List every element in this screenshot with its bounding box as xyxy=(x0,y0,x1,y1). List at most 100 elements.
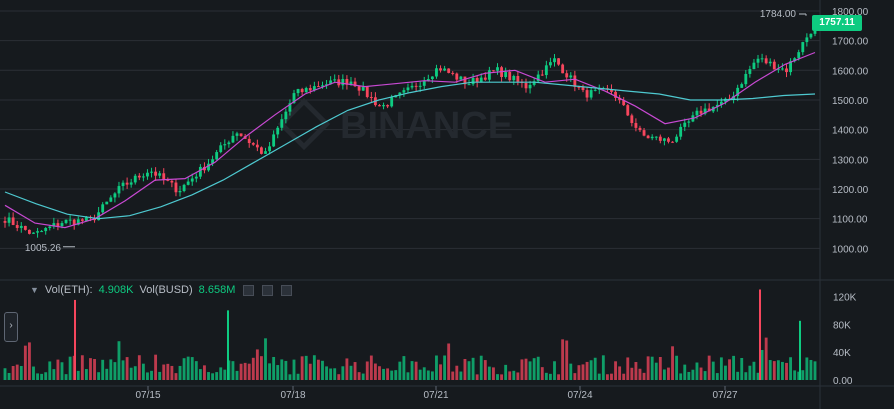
volume-bar xyxy=(760,349,764,380)
volume-bar xyxy=(650,356,654,380)
volume-bar xyxy=(532,358,536,380)
candle-body xyxy=(44,228,48,232)
candle-body xyxy=(410,85,414,88)
volume-bar xyxy=(174,373,178,380)
volume-bar xyxy=(524,358,528,380)
volume-bar xyxy=(27,342,31,380)
candle-body xyxy=(345,78,349,85)
volume-bar xyxy=(447,343,451,380)
candle-body xyxy=(178,191,182,193)
volume-bar xyxy=(80,355,84,380)
candle-body xyxy=(84,216,88,221)
volume-bar xyxy=(36,373,39,380)
candle-body xyxy=(732,96,736,100)
candle-body xyxy=(455,73,459,80)
volume-bar xyxy=(622,373,626,380)
volume-bar xyxy=(646,356,650,380)
binance-logo-icon xyxy=(277,97,331,151)
candle-body xyxy=(386,105,390,107)
candle-body xyxy=(150,171,153,173)
volume-close-icon[interactable] xyxy=(281,284,293,296)
candle-body xyxy=(422,80,426,86)
volume-bar xyxy=(732,355,736,380)
candle-body xyxy=(618,97,622,101)
volume-bar xyxy=(105,368,109,380)
volume-bar xyxy=(19,366,23,380)
volume-bar xyxy=(565,340,569,380)
volume-bar xyxy=(207,372,210,380)
volume-bar xyxy=(137,355,141,380)
volume-bar xyxy=(793,370,797,380)
volume-bar xyxy=(23,345,27,380)
candle-body xyxy=(650,136,654,139)
volume-bar xyxy=(414,361,418,380)
volume-bar xyxy=(638,368,642,380)
candle-body xyxy=(565,73,569,78)
candle-body xyxy=(483,77,487,80)
candle-body xyxy=(292,93,296,104)
candle-body xyxy=(174,182,178,193)
volume-spike-bar xyxy=(227,310,229,380)
candle-body xyxy=(19,225,23,228)
volume-bar xyxy=(605,374,609,380)
candle-body xyxy=(158,173,162,176)
candle-body xyxy=(797,52,801,59)
volume-bar xyxy=(487,366,491,380)
volume-bar xyxy=(333,368,337,380)
volume-bar xyxy=(626,357,630,380)
volume-bar xyxy=(801,370,805,380)
volume-bar xyxy=(549,373,552,380)
volume-hide-icon[interactable] xyxy=(262,284,274,296)
price-tick-label: 1800.00 xyxy=(832,7,869,18)
candle-body xyxy=(255,144,259,148)
candle-body xyxy=(56,223,60,227)
candle-body xyxy=(113,193,117,198)
volume-bar xyxy=(182,358,186,380)
volume-bar xyxy=(3,368,7,380)
price-tick-label: 1000.00 xyxy=(832,244,869,255)
candle-body xyxy=(32,232,35,234)
candle-body xyxy=(463,76,467,85)
volume-bar xyxy=(614,361,617,380)
candle-body xyxy=(418,85,422,87)
candle-body xyxy=(64,219,68,224)
candle-body xyxy=(740,84,744,88)
candle-body xyxy=(227,142,231,145)
candle-body xyxy=(496,67,499,71)
candle-body xyxy=(772,61,776,70)
volume-bar xyxy=(84,369,88,380)
vol-eth-value: 4.908K xyxy=(98,284,134,296)
price-tick-label: 1300.00 xyxy=(832,155,869,166)
volume-bar xyxy=(255,349,259,380)
candle-body xyxy=(60,223,64,227)
volume-bar xyxy=(292,359,296,380)
volume-bar xyxy=(500,374,504,380)
volume-bar xyxy=(52,369,56,380)
volume-bar xyxy=(125,357,129,380)
candle-body xyxy=(304,88,308,93)
volume-bar xyxy=(703,371,707,380)
volume-settings-icon[interactable] xyxy=(243,284,255,296)
volume-bar xyxy=(756,372,760,380)
volume-bar xyxy=(422,367,426,380)
volume-bar xyxy=(243,362,247,380)
candle-body xyxy=(642,130,646,136)
candle-body xyxy=(430,76,434,80)
candle-body xyxy=(316,86,320,88)
volume-bar xyxy=(410,361,414,380)
volume-bar xyxy=(40,373,44,380)
candle-body xyxy=(516,76,520,82)
volume-bar xyxy=(764,337,768,380)
volume-bar xyxy=(789,357,793,380)
volume-bar xyxy=(349,365,353,380)
volume-bar xyxy=(117,341,121,380)
volume-toggle-caret[interactable]: ▼ xyxy=(30,285,39,295)
volume-bar xyxy=(394,370,398,380)
candle-body xyxy=(805,37,809,43)
volume-bar xyxy=(597,373,601,380)
volume-bar xyxy=(634,361,638,380)
candle-body xyxy=(801,42,805,53)
side-panel-toggle[interactable]: › xyxy=(4,312,18,342)
